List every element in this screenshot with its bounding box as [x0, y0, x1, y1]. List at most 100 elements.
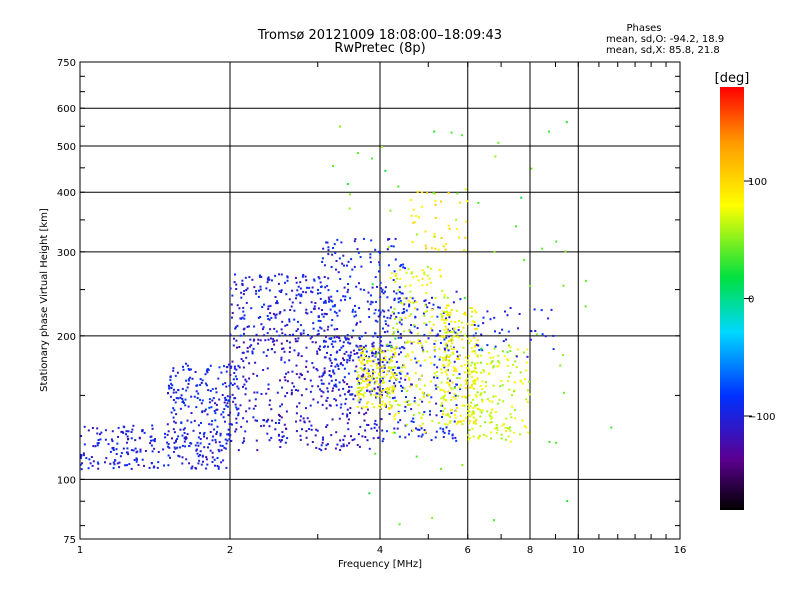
data-point [378, 263, 381, 266]
data-point [358, 411, 361, 414]
data-point [270, 436, 273, 439]
data-point [304, 275, 307, 278]
data-point [436, 366, 439, 369]
data-point [353, 265, 356, 268]
data-point [445, 310, 448, 313]
data-point [321, 309, 323, 311]
data-point [294, 276, 297, 279]
data-point [333, 305, 336, 308]
data-point [491, 408, 494, 411]
data-point [157, 451, 160, 453]
data-point [467, 438, 470, 441]
data-point [185, 389, 188, 392]
data-point [420, 416, 423, 419]
data-point [240, 425, 243, 428]
data-point [509, 440, 512, 443]
data-point [122, 447, 125, 450]
data-point [500, 380, 503, 382]
data-point [209, 449, 212, 452]
data-point [383, 310, 386, 313]
data-point [357, 356, 360, 359]
data-point [229, 367, 232, 369]
data-point [450, 131, 453, 134]
data-point [259, 285, 262, 288]
data-point [125, 430, 128, 433]
data-point [391, 397, 394, 400]
data-point [277, 282, 280, 285]
data-point [211, 451, 214, 454]
data-point [321, 403, 324, 406]
data-point [390, 406, 393, 409]
data-point [458, 377, 461, 379]
data-point [327, 253, 330, 256]
data-point [125, 451, 128, 454]
data-point [401, 366, 404, 369]
data-point [398, 435, 401, 438]
data-point [87, 467, 90, 470]
data-point [127, 453, 130, 456]
data-point [445, 413, 448, 416]
data-point [343, 367, 346, 370]
data-point [393, 299, 396, 302]
data-point [502, 350, 504, 353]
data-point [378, 383, 381, 386]
data-point [404, 400, 407, 403]
data-point [173, 431, 176, 434]
data-point [112, 467, 115, 470]
data-point [318, 348, 321, 351]
data-point [498, 361, 501, 364]
data-point [450, 398, 453, 401]
data-point [372, 345, 375, 348]
data-point [383, 375, 386, 378]
data-point [311, 362, 314, 365]
data-point [421, 346, 424, 349]
data-point [401, 312, 404, 314]
data-point [465, 220, 468, 223]
data-point [471, 310, 474, 313]
data-point [166, 441, 169, 444]
data-point [156, 466, 159, 469]
data-point [388, 396, 391, 399]
data-point [381, 440, 384, 443]
data-point [390, 386, 393, 389]
data-point [388, 344, 391, 347]
data-point [262, 326, 265, 329]
data-point [237, 414, 240, 417]
data-point [442, 310, 445, 313]
data-point [403, 297, 406, 300]
colorbar-label: [deg] [715, 71, 750, 86]
data-point [364, 344, 367, 347]
data-point [472, 407, 475, 409]
data-point [453, 327, 456, 330]
data-point [404, 424, 407, 427]
data-point [404, 316, 407, 319]
data-point [389, 403, 392, 406]
data-point [375, 363, 378, 366]
data-point [320, 286, 322, 288]
data-point [426, 265, 429, 268]
data-point [207, 389, 210, 392]
data-point [323, 276, 326, 278]
data-point [195, 467, 198, 470]
data-point [455, 228, 458, 231]
data-point [433, 346, 436, 349]
data-point [135, 460, 138, 463]
data-point [493, 250, 496, 253]
data-point [317, 329, 320, 332]
data-point [322, 436, 324, 439]
data-point [222, 411, 225, 414]
data-point [387, 264, 390, 267]
data-point [269, 304, 272, 307]
data-point [389, 377, 392, 380]
data-point [306, 286, 308, 289]
data-point [449, 314, 452, 317]
data-point [486, 344, 489, 347]
data-point [363, 368, 365, 371]
data-point [360, 361, 363, 364]
data-point [343, 352, 346, 355]
data-point [374, 248, 377, 251]
data-point [379, 340, 382, 343]
data-point [90, 456, 93, 458]
data-point [472, 320, 475, 323]
data-point [509, 429, 512, 432]
